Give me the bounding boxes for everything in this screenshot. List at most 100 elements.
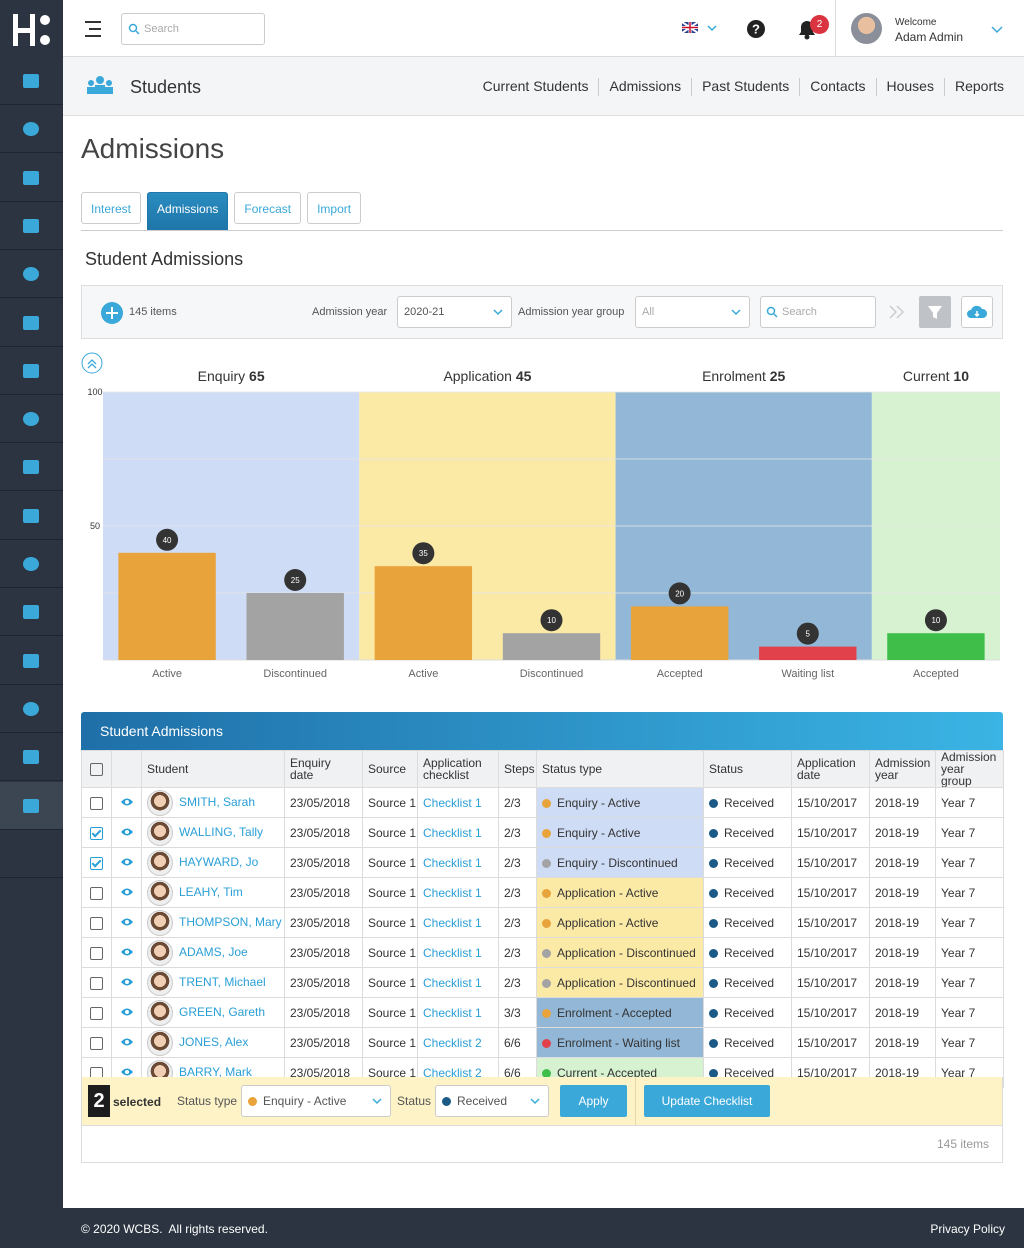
sidebar-item[interactable] <box>0 443 63 492</box>
sidebar-item[interactable] <box>0 299 63 347</box>
sidebar-item[interactable] <box>0 492 63 540</box>
checklist-link[interactable]: Checklist 1 <box>423 1005 482 1020</box>
tab[interactable]: Import <box>307 192 362 224</box>
expand[interactable] <box>888 304 906 320</box>
student-name[interactable]: TRENT, Michael <box>179 974 266 989</box>
row-checkbox[interactable] <box>90 1006 103 1020</box>
status-select[interactable]: Received <box>435 1085 549 1117</box>
select-all[interactable] <box>90 762 103 776</box>
sidebar-item[interactable] <box>0 250 63 299</box>
row-checkbox[interactable] <box>90 1036 103 1050</box>
user-avatar[interactable] <box>851 13 882 44</box>
checklist-link[interactable]: Checklist 1 <box>423 795 482 810</box>
row-checkbox[interactable] <box>90 886 103 900</box>
view-icon[interactable] <box>120 917 134 927</box>
student-name[interactable]: HAYWARD, Jo <box>179 854 259 869</box>
sidebar-item[interactable] <box>0 57 63 105</box>
view-icon[interactable] <box>120 887 134 897</box>
sidebar-item[interactable] <box>0 588 63 637</box>
user-name[interactable]: Adam Admin <box>895 30 964 44</box>
row-checkbox[interactable] <box>90 976 103 990</box>
sidebar-item[interactable] <box>0 830 63 878</box>
sidebar-item[interactable] <box>0 733 63 782</box>
tab[interactable]: Admissions <box>147 192 229 230</box>
nav-link[interactable]: Houses <box>886 78 934 94</box>
status-type: Enquiry - Active <box>557 795 641 810</box>
view-icon[interactable] <box>120 977 134 987</box>
view-icon[interactable] <box>120 1067 134 1077</box>
sidebar-item[interactable] <box>0 637 63 685</box>
checkbox-cell <box>81 847 112 878</box>
bar <box>118 552 216 660</box>
row-checkbox[interactable] <box>90 796 103 810</box>
admissions-chart: Enquiry 65 Application 45 Enrolment 25 Curr… <box>81 352 1000 680</box>
sidebar-item[interactable] <box>0 540 63 588</box>
view-icon[interactable] <box>120 827 134 837</box>
table-cell: Received <box>703 877 792 908</box>
sidebar-item[interactable] <box>0 395 63 444</box>
checklist-link[interactable]: Checklist 2 <box>423 1065 482 1080</box>
checklist-link[interactable]: Checklist 1 <box>423 885 482 900</box>
sidebar-item[interactable] <box>0 202 63 250</box>
sidebar-item[interactable] <box>0 105 63 154</box>
nav-link[interactable]: Reports <box>954 78 1004 94</box>
sidebar-item[interactable] <box>0 685 63 733</box>
student-name[interactable]: GREEN, Gareth <box>179 1004 266 1019</box>
student-name[interactable]: BARRY, Mark <box>179 1064 252 1079</box>
view-icon[interactable] <box>120 797 134 807</box>
view-icon[interactable] <box>120 947 134 957</box>
help[interactable]: ? <box>746 19 766 39</box>
nav-link[interactable]: Contacts <box>810 78 866 94</box>
status-value: Received <box>457 1094 508 1108</box>
view-icon[interactable] <box>120 1007 134 1017</box>
update-checklist-button[interactable]: Update Checklist <box>644 1085 770 1117</box>
collapse-button[interactable] <box>81 352 103 374</box>
menu-icon[interactable] <box>83 20 103 38</box>
checklist-link[interactable]: Checklist 1 <box>423 825 482 840</box>
checklist-link[interactable]: Checklist 1 <box>423 945 482 960</box>
bar <box>887 633 985 660</box>
sidebar-icon <box>23 557 39 571</box>
checklist-link[interactable]: Checklist 2 <box>423 1035 482 1050</box>
language[interactable] <box>682 22 718 36</box>
row-checkbox[interactable] <box>90 856 103 870</box>
student-name[interactable]: JONES, Alex <box>179 1034 249 1049</box>
view-icon[interactable] <box>120 1037 134 1047</box>
year-select[interactable]: 2020-21 <box>397 296 512 328</box>
sidebar-item[interactable] <box>0 347 63 395</box>
status-type: Application - Discontinued <box>557 975 696 990</box>
checklist-link[interactable]: Checklist 1 <box>423 915 482 930</box>
student-name[interactable]: SMITH, Sarah <box>179 794 256 809</box>
student-name[interactable]: THOMPSON, Mary <box>179 914 282 929</box>
student-name[interactable]: WALLING, Tally <box>179 824 264 839</box>
row-checkbox[interactable] <box>90 916 103 930</box>
student-name[interactable]: ADAMS, Joe <box>179 944 248 959</box>
tab[interactable]: Interest <box>81 192 142 224</box>
table-cell: 2018-19 <box>869 787 936 818</box>
status-type-select[interactable]: Enquiry - Active <box>241 1085 391 1117</box>
checklist-link[interactable]: Checklist 1 <box>423 975 482 990</box>
table-search[interactable]: Search <box>760 296 876 328</box>
view-icon[interactable] <box>120 857 134 867</box>
nav-link[interactable]: Current Students <box>482 78 589 94</box>
bar <box>246 593 344 660</box>
total-count: 145 items <box>936 1137 989 1151</box>
student-name[interactable]: LEAHY, Tim <box>179 884 243 899</box>
apply-button[interactable]: Apply <box>560 1085 627 1117</box>
sidebar-item[interactable] <box>0 154 63 202</box>
add-button[interactable] <box>100 301 124 325</box>
checklist-link[interactable]: Checklist 1 <box>423 855 482 870</box>
filter-button[interactable] <box>919 296 951 328</box>
nav-link[interactable]: Admissions <box>609 78 682 94</box>
privacy-link[interactable]: Privacy Policy <box>930 1222 1005 1236</box>
nav-link[interactable]: Past Students <box>702 78 790 94</box>
status-dot <box>542 1038 551 1048</box>
row-checkbox[interactable] <box>90 946 103 960</box>
search-box[interactable]: Search <box>121 13 265 45</box>
group-select[interactable]: All <box>635 296 750 328</box>
row-checkbox[interactable] <box>90 826 103 840</box>
tab[interactable]: Forecast <box>234 192 302 224</box>
export-button[interactable] <box>961 296 993 328</box>
student-avatar <box>147 969 173 996</box>
status: Received <box>724 975 775 990</box>
